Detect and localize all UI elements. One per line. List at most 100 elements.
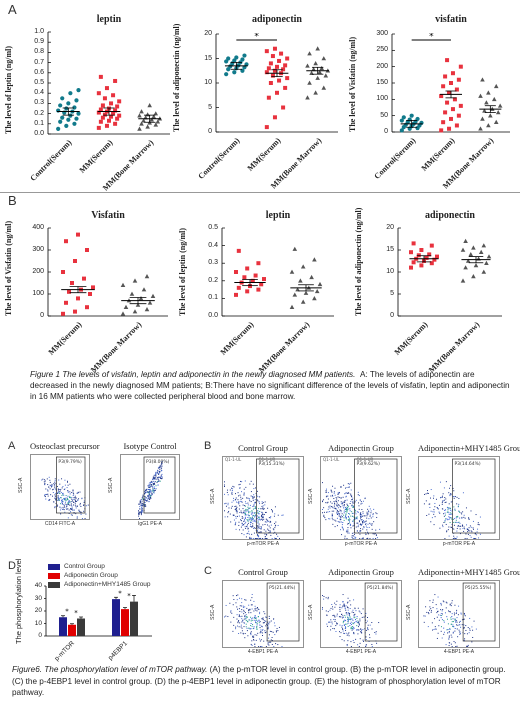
event-dot (355, 516, 357, 518)
event-dot (153, 490, 155, 492)
event-dot (454, 621, 456, 623)
event-dot (262, 514, 264, 516)
data-point (64, 300, 68, 305)
data-point (259, 282, 264, 287)
event-dot (473, 538, 475, 539)
event-dot (347, 622, 349, 624)
event-dot (156, 480, 158, 482)
event-dot (464, 528, 466, 530)
event-dot (357, 633, 359, 635)
data-point (60, 96, 65, 101)
event-dot (327, 501, 329, 503)
event-dot (343, 603, 345, 605)
event-dot (71, 500, 73, 502)
event-dot (59, 509, 61, 511)
data-point (435, 254, 439, 259)
event-dot (253, 502, 255, 504)
data-point (145, 124, 150, 129)
event-dot (57, 499, 59, 501)
event-dot (348, 612, 350, 614)
event-dot (256, 538, 258, 539)
event-dot (268, 641, 270, 643)
event-dot (49, 481, 51, 483)
event-dot (440, 612, 442, 614)
event-dot (452, 538, 454, 539)
event-dot (355, 620, 357, 622)
event-dot (237, 621, 239, 623)
gate-percentage: P5(21.84%) (367, 585, 393, 591)
event-dot (255, 514, 257, 516)
event-dot (153, 486, 155, 488)
event-dot (244, 526, 246, 528)
event-dot (427, 626, 429, 628)
event-dot (338, 631, 340, 633)
event-dot (362, 538, 364, 539)
event-dot (472, 520, 474, 522)
event-dot (353, 631, 355, 633)
event-dot (423, 503, 425, 505)
event-dot (262, 619, 264, 621)
event-dot (275, 630, 277, 632)
event-dot (145, 489, 147, 491)
event-dot (329, 518, 331, 520)
event-dot (244, 612, 246, 614)
event-dot (434, 626, 436, 628)
event-dot (248, 507, 250, 509)
event-dot (66, 498, 68, 500)
data-point (141, 118, 146, 123)
event-dot (449, 495, 451, 497)
event-dot (448, 611, 450, 613)
event-dot (336, 615, 338, 617)
event-dot (350, 627, 352, 629)
event-dot (233, 497, 235, 499)
event-dot (151, 484, 153, 486)
event-dot (468, 632, 470, 634)
event-dot (253, 527, 255, 529)
fig6-panel-d-letter: D (8, 560, 16, 572)
event-dot (253, 512, 255, 514)
event-dot (336, 509, 338, 511)
event-dot (449, 603, 451, 605)
event-dot (248, 619, 250, 621)
event-dot (245, 525, 247, 527)
event-dot (439, 614, 441, 616)
event-dot (66, 503, 68, 505)
event-dot (353, 642, 355, 644)
event-dot (250, 537, 252, 539)
event-dot (365, 520, 367, 522)
event-dot (334, 615, 336, 617)
event-dot (348, 517, 350, 519)
event-dot (235, 498, 237, 500)
event-dot (140, 502, 142, 504)
event-dot (56, 486, 58, 488)
data-point (64, 106, 69, 111)
event-dot (147, 491, 149, 493)
data-point (264, 70, 269, 75)
event-dot (265, 623, 267, 625)
event-dot (376, 642, 378, 644)
event-dot (336, 600, 338, 602)
data-point (486, 123, 491, 128)
gate-rectangle (266, 582, 300, 642)
event-dot (63, 494, 65, 496)
event-dot (353, 627, 355, 629)
significance-star: * (254, 33, 259, 42)
event-dot (455, 620, 457, 622)
event-dot (348, 632, 350, 634)
event-dot (152, 483, 154, 485)
event-dot (462, 525, 464, 527)
event-dot (159, 465, 161, 467)
event-dot (76, 516, 78, 518)
event-dot (235, 626, 237, 628)
event-dot (476, 534, 478, 536)
event-dot (240, 526, 242, 528)
event-dot (258, 527, 260, 529)
event-dot (245, 536, 247, 538)
data-point (486, 90, 491, 95)
event-dot (234, 508, 236, 510)
event-dot (235, 521, 237, 523)
event-dot (142, 502, 144, 504)
flow-a-isotype-x-label: IgG1 PE-A (138, 521, 162, 527)
event-dot (239, 529, 241, 531)
event-dot (339, 604, 341, 606)
